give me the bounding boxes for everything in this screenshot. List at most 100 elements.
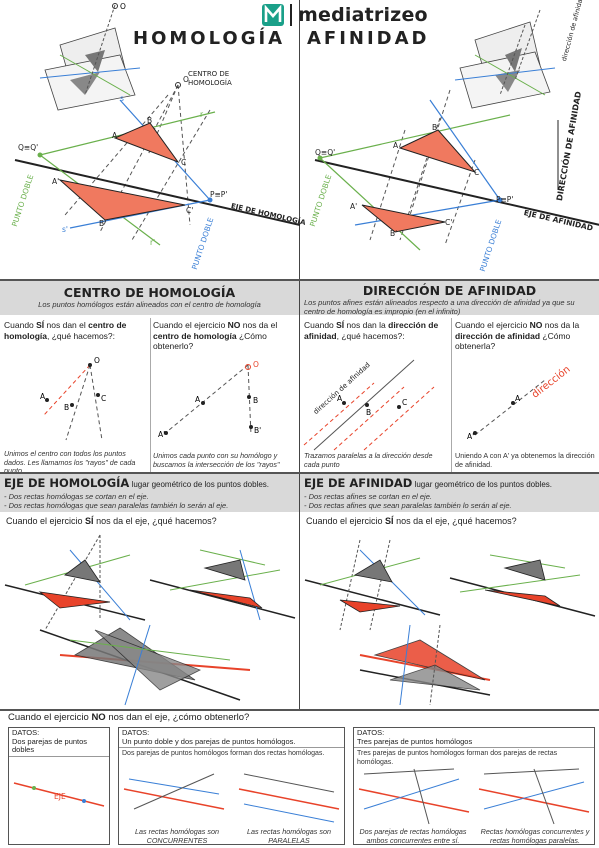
axis-affinity-diagrams <box>304 539 596 706</box>
direction-yes-bold2: dirección de afinidad <box>304 320 439 341</box>
axis-homology-q-post: nos da el eje, ¿qué hacemos? <box>93 516 217 526</box>
center-yes-pre: Cuando <box>4 320 37 330</box>
data-box-2: DATOS: Un punto doble y dos parejas de p… <box>118 727 345 845</box>
direction-yes-post: , ¿qué hacemos?: <box>336 330 405 341</box>
svg-text:B: B <box>253 396 258 405</box>
point-a-right: A <box>393 141 399 150</box>
direction-yes-text: Cuando SÍ nos dan la dirección de afinid… <box>304 320 447 341</box>
point-b-prime: B' <box>99 219 107 228</box>
affinity-main-diagram <box>314 9 599 251</box>
title-afinidad: AFINIDAD <box>307 28 430 49</box>
box1-diagram <box>13 782 105 807</box>
center-yes-diagram: O A B C <box>40 356 106 441</box>
point-c-right: C <box>474 168 480 177</box>
direction-no-mid: nos da la <box>542 320 580 330</box>
direction-no-post: ¿Cómo obtenerla? <box>455 330 571 352</box>
center-yes-post: , ¿qué hacemos?: <box>46 330 116 341</box>
svg-text:C: C <box>402 398 407 407</box>
axis-affinity-band: EJE DE AFINIDAD lugar geométrico de los … <box>300 474 599 512</box>
center-label-line2: HOMOLOGÍA <box>188 79 232 87</box>
point-c: C <box>181 158 187 167</box>
axis-homology-diagrams <box>4 534 296 706</box>
center-no-diagram: O A A' B B' <box>158 360 261 439</box>
box3-caption-1: Dos parejas de rectas homólogas ambos co… <box>359 827 467 845</box>
svg-text:A: A <box>40 392 46 401</box>
center-yes-text: Cuando SÍ nos dan el centro de homología… <box>4 320 147 341</box>
direction-split <box>451 318 452 473</box>
box2-caption-2a: Las rectas homólogas son <box>247 827 331 836</box>
center-no-mid: nos da el <box>240 320 278 330</box>
axis-homology-q-bold: SÍ <box>85 516 94 526</box>
box3-header: DATOS: Tres parejas de puntos homólogos <box>354 728 594 748</box>
axis-affinity-title: EJE DE AFINIDAD <box>304 476 413 490</box>
box3-sub: Tres parejas de puntos homólogos forman … <box>357 750 558 766</box>
svg-text:C: C <box>101 394 106 403</box>
direction-no-pre: Cuando el ejercicio <box>455 320 530 330</box>
box1-text: Dos parejas de puntos dobles <box>12 736 88 754</box>
direction-no-bold: NO <box>529 320 543 330</box>
q-label-right: Q≡Q' <box>315 148 336 157</box>
p-label-right: P≡P' <box>496 195 514 204</box>
center-no-bold2: centro de homología <box>153 330 237 341</box>
point-b-prime-right: B' <box>390 229 398 238</box>
axis-homology-question: Cuando el ejercicio SÍ nos da el eje, ¿q… <box>6 516 217 527</box>
center-no-bold: NO <box>227 320 241 330</box>
line-r: r <box>200 110 204 119</box>
axis-affinity-q-post: nos da el eje, ¿qué hacemos? <box>393 516 517 526</box>
box2-caption-1b: CONCURRENTES <box>146 835 208 845</box>
axis-affinity-line1: - Dos rectas afines se cortan en el eje. <box>304 492 432 501</box>
box2-header: DATOS: Un punto doble y dos parejas de p… <box>119 728 344 748</box>
svg-text:A': A' <box>467 432 474 441</box>
center-yes-bold: SÍ <box>36 320 45 330</box>
direction-no-bold2: dirección de afinidad <box>455 330 541 341</box>
center-yes-mid: nos dan el <box>44 320 89 330</box>
box3-title: DATOS: <box>357 728 385 737</box>
bottom-q-post: nos dan el eje, ¿cómo obtenerlo? <box>105 712 250 723</box>
direction-subtitle: Los puntos afines están alineados respec… <box>304 298 575 316</box>
box2-caption-1a: Las rectas homólogas son <box>135 827 219 836</box>
box2-sub: Dos parejas de puntos homólogos forman d… <box>122 750 325 757</box>
axis-affinity-title-rest: lugar geométrico de los puntos dobles. <box>412 480 552 489</box>
brand-header: mediatrizeo <box>262 2 428 28</box>
axis-homology-line2: - Dos rectas homólogas que sean paralela… <box>4 501 229 510</box>
direction-yes-diagram: A B C <box>303 359 435 451</box>
box3-diagram <box>358 768 590 825</box>
axis-homology-title-rest: lugar geométrico de los puntos dobles. <box>129 480 269 489</box>
center-no-post: ¿Cómo obtenerlo? <box>153 330 267 352</box>
p-label: P≡P' <box>210 190 228 199</box>
direction-no-text: Cuando el ejercicio NO nos da la direcci… <box>455 320 595 352</box>
center-subtitle: Los puntos homólogos están alineados con… <box>38 300 261 309</box>
data-box-3: DATOS: Tres parejas de puntos homólogos … <box>353 727 595 845</box>
direction-yes-mid: nos dan la <box>344 320 389 330</box>
center-title: CENTRO DE HOMOLOGÍA <box>63 285 236 300</box>
point-a-prime: A' <box>52 177 60 186</box>
point-a-prime-right: A' <box>350 202 358 211</box>
axis-affinity-question: Cuando el ejercicio SÍ nos da el eje, ¿q… <box>306 516 517 527</box>
divider-3 <box>0 709 599 711</box>
axis-homology-line1: - Dos rectas homólogas se cortan en el e… <box>4 492 149 501</box>
axis-affinity-line2: - Dos rectas afines que sean paralelas t… <box>304 501 512 510</box>
box2-diagram <box>123 773 340 823</box>
direction-no-caption: Uniendo A con A' ya obtenemos la direcci… <box>455 451 595 469</box>
axis-affinity-q-bold: SÍ <box>385 516 394 526</box>
data-box-1: DATOS: Dos parejas de puntos dobles EJE <box>8 727 110 845</box>
svg-text:B: B <box>64 403 69 412</box>
title-homologia: HOMOLOGÍA <box>133 28 286 49</box>
box2-caption-2: Las rectas homólogas son PARALELAS <box>239 827 339 845</box>
line-r-prime: r' <box>150 238 156 247</box>
box3-text: Tres parejas de puntos homólogos <box>357 736 473 746</box>
svg-text:B': B' <box>254 426 261 435</box>
center-label-line1: CENTRO DE <box>188 70 230 78</box>
bottom-q-pre: Cuando el ejercicio <box>8 712 92 723</box>
direction-title: DIRECCIÓN DE AFINIDAD <box>362 283 537 298</box>
brand-logo-icon <box>262 4 284 26</box>
q-label: Q≡Q' <box>18 143 39 152</box>
center-no-caption: Unimos cada punto con su homólogo y busc… <box>153 451 280 469</box>
box1-header: DATOS: Dos parejas de puntos dobles <box>9 728 109 757</box>
svg-text:A: A <box>195 395 201 404</box>
center-label: CENTRO DE HOMOLOGÍA <box>188 70 232 88</box>
axis-homology-title: EJE DE HOMOLOGÍA <box>4 476 130 490</box>
divider-1 <box>0 279 599 281</box>
svg-text:O: O <box>120 2 126 11</box>
box2-caption-1: Las rectas homólogas son CONCURRENTES <box>127 827 227 845</box>
